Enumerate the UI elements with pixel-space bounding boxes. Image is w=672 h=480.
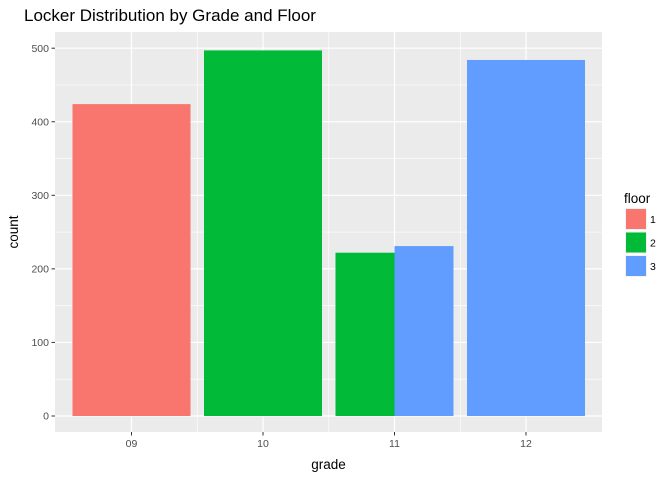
legend-label: 1	[650, 214, 656, 226]
y-axis: 0 100 200 300 400 500	[31, 43, 55, 423]
x-tick-label: 12	[520, 438, 532, 450]
legend-label: 3	[650, 261, 656, 273]
y-tick-label: 300	[31, 190, 49, 202]
legend-swatch-floor-1	[626, 209, 646, 229]
y-axis-title: count	[6, 215, 21, 248]
x-tick-label: 09	[126, 438, 138, 450]
y-tick-label: 100	[31, 337, 49, 349]
bar-grade-10-floor-2	[204, 50, 322, 416]
x-axis-title: grade	[311, 457, 346, 472]
bar-grade-11-floor-3	[394, 246, 454, 416]
y-tick-label: 200	[31, 263, 49, 275]
y-tick-label: 500	[31, 43, 49, 55]
legend-label: 2	[650, 238, 656, 250]
x-tick-label: 11	[389, 438, 400, 450]
y-tick-label: 0	[43, 411, 49, 423]
legend-swatch-floor-3	[626, 256, 646, 276]
chart-title: Locker Distribution by Grade and Floor	[24, 6, 316, 25]
bar-grade-11-floor-2	[335, 252, 395, 416]
bar-grade-12-floor-3	[467, 59, 585, 416]
legend: floor 1 2 3	[624, 191, 656, 277]
bars	[72, 50, 585, 417]
x-axis: 09 10 11 12	[126, 432, 532, 450]
y-tick-label: 400	[31, 116, 49, 128]
x-tick-label: 10	[257, 438, 269, 450]
bar-grade-09-floor-1	[72, 104, 191, 417]
legend-title: floor	[624, 191, 651, 206]
legend-swatch-floor-2	[626, 232, 646, 253]
